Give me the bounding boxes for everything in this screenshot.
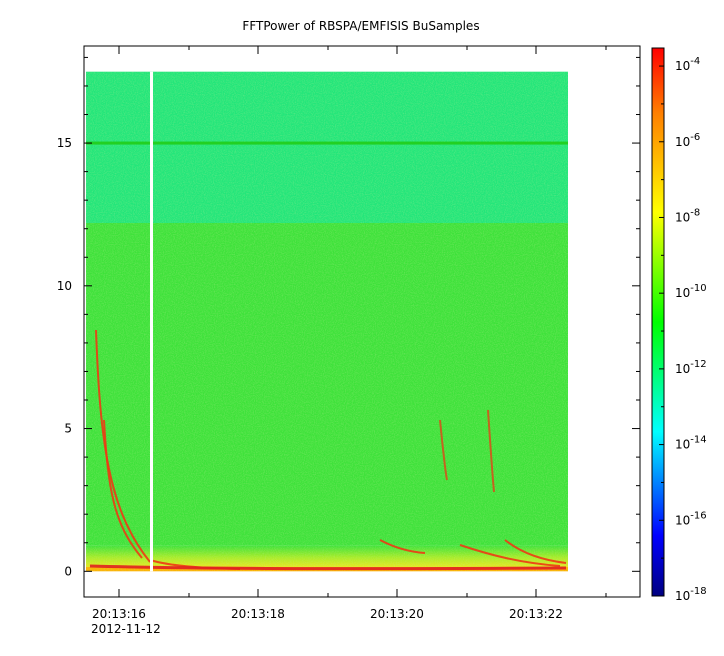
colorbar-tick-label: 10-14: [675, 435, 707, 452]
y-axis: 0 5 10 15: [57, 56, 640, 578]
x-tick-label: 20:13:18: [231, 607, 285, 621]
x-tick-label: 20:13:20: [370, 607, 424, 621]
heatmap-bands: [86, 71, 568, 572]
colorbar-tick-label: 10-10: [675, 283, 707, 300]
colorbar-tick-label: 10-12: [675, 359, 707, 376]
x-tick-label: 20:13:16: [92, 607, 146, 621]
colorbar-tick-label: 10-6: [675, 132, 700, 149]
line-15: [86, 141, 568, 145]
trace-3: [439, 419, 448, 481]
data-gap: [150, 71, 153, 572]
plot-area: 20:13:16 20:13:18 20:13:20 20:13:22 2012-11-…: [57, 45, 641, 636]
plot-frame: [83, 45, 641, 598]
chart-title: FFTPower of RBSPA/EMFISIS BuSamples: [242, 19, 479, 33]
y-tick-label: 0: [64, 564, 72, 578]
noise-texture: [86, 71, 568, 572]
x-axis: 20:13:16 20:13:18 20:13:20 20:13:22 2012-11-…: [91, 46, 607, 636]
y-tick-label: 5: [64, 422, 72, 436]
colorbar-gradient: [651, 47, 665, 597]
trace-4: [487, 409, 495, 493]
colorbar-tick-label: 10-4: [675, 56, 700, 73]
x-tick-label: 20:13:22: [509, 607, 563, 621]
trace-1: [103, 419, 143, 559]
trace-5: [459, 544, 561, 567]
trace-6: [504, 539, 567, 564]
colorbar-tick-label: 10-18: [675, 586, 707, 603]
trace-7: [379, 539, 426, 554]
y-tick-label: 10: [57, 279, 72, 293]
y-tick-label: 15: [57, 136, 72, 150]
trace-8: [89, 564, 567, 571]
colorbar-tick-label: 10-8: [675, 207, 700, 224]
colorbar: 10-4 10-6 10-8 10-10 10-12 10-14 10-16 10-18: [651, 47, 707, 603]
x-date-label: 2012-11-12: [91, 622, 161, 636]
colorbar-tick-label: 10-16: [675, 510, 707, 527]
colorbar-ticks: 10-4 10-6 10-8 10-10 10-12 10-14 10-16 10-18: [659, 56, 707, 603]
